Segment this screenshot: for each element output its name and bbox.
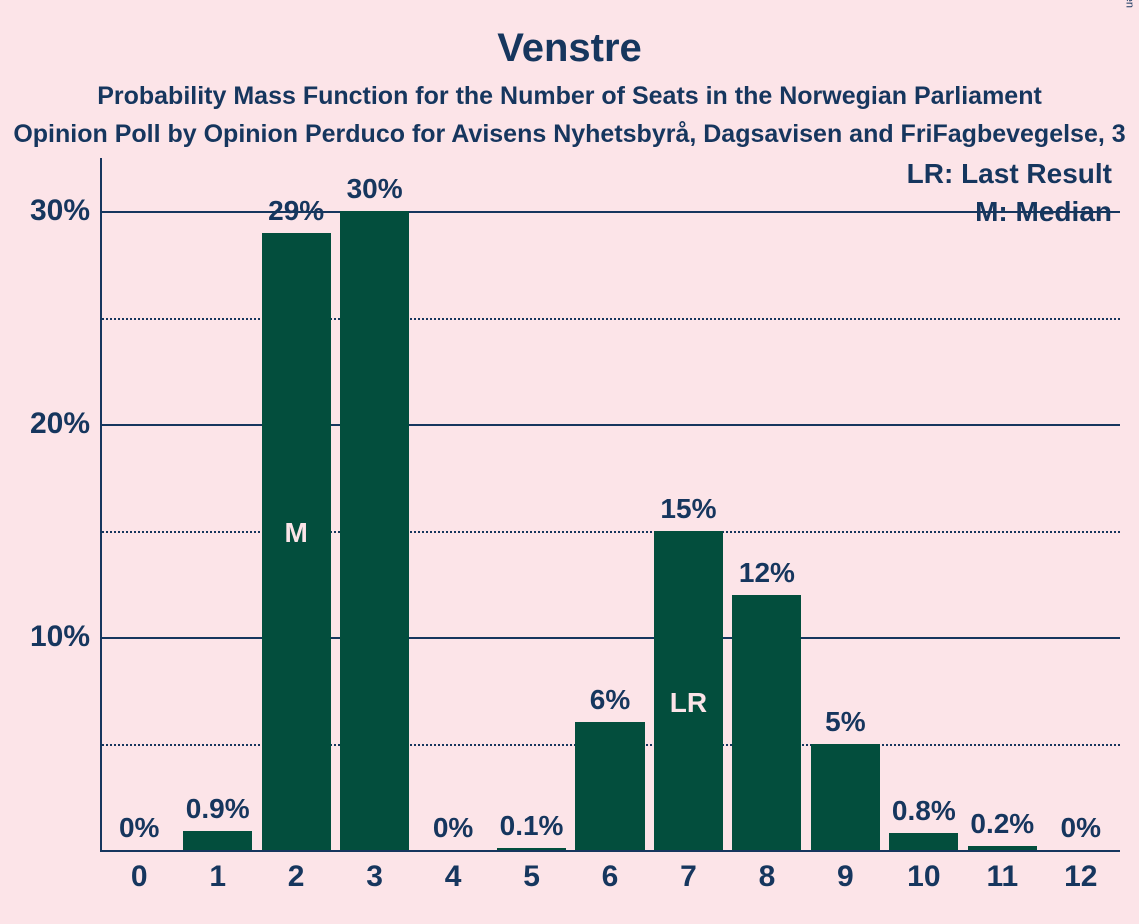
bar bbox=[497, 848, 566, 850]
bar-value-label: 15% bbox=[660, 493, 716, 525]
x-tick-label: 0 bbox=[131, 860, 148, 894]
bar-mark-label: LR bbox=[670, 687, 707, 719]
bar-value-label: 5% bbox=[825, 706, 865, 738]
gridline-major bbox=[102, 424, 1120, 426]
bar bbox=[575, 722, 644, 850]
legend-line: LR: Last Result bbox=[907, 158, 1112, 190]
x-tick-label: 7 bbox=[680, 860, 697, 894]
x-tick-label: 6 bbox=[602, 860, 619, 894]
y-axis-line bbox=[100, 158, 102, 850]
gridline-minor bbox=[102, 318, 1120, 320]
x-tick-label: 12 bbox=[1064, 860, 1097, 894]
x-tick-label: 3 bbox=[366, 860, 383, 894]
x-tick-label: 10 bbox=[907, 860, 940, 894]
bar-value-label: 6% bbox=[590, 684, 630, 716]
plot-area: 0% 0.9% 29% M 30% 0% 0.1% 6% 15% LR 12% 5% 0.8% 0.2% 0… bbox=[100, 158, 1120, 850]
bar bbox=[889, 833, 958, 850]
bar bbox=[968, 846, 1037, 850]
gridline-minor bbox=[102, 531, 1120, 533]
gridline-major bbox=[102, 637, 1120, 639]
bar-value-label: 0.1% bbox=[500, 810, 564, 842]
bar-value-label: 0% bbox=[1061, 812, 1101, 844]
chart-subtitle-2: Opinion Poll by Opinion Perduco for Avis… bbox=[13, 120, 1125, 149]
x-tick-label: 8 bbox=[759, 860, 776, 894]
bar-value-label: 12% bbox=[739, 557, 795, 589]
bar-value-label: 0.2% bbox=[970, 808, 1034, 840]
bar-value-label: 29% bbox=[268, 195, 324, 227]
x-tick-label: 11 bbox=[986, 860, 1018, 894]
bar bbox=[732, 595, 801, 851]
x-tick-label: 2 bbox=[288, 860, 305, 894]
bar-value-label: 0.8% bbox=[892, 795, 956, 827]
bar-mark-label: M bbox=[284, 517, 307, 549]
bar bbox=[183, 831, 252, 850]
y-tick-label: 20% bbox=[30, 407, 90, 441]
bar-value-label: 0.9% bbox=[186, 793, 250, 825]
copyright-text: © 2025 Filip van Laenen bbox=[1123, 0, 1135, 8]
bar-value-label: 0% bbox=[433, 812, 473, 844]
x-tick-label: 5 bbox=[523, 860, 540, 894]
x-tick-label: 9 bbox=[837, 860, 854, 894]
bar-value-label: 0% bbox=[119, 812, 159, 844]
chart-title: Venstre bbox=[0, 26, 1139, 71]
legend-line: M: Median bbox=[907, 196, 1112, 228]
x-tick-label: 4 bbox=[445, 860, 462, 894]
bar-value-label: 30% bbox=[347, 173, 403, 205]
y-tick-label: 30% bbox=[30, 194, 90, 228]
bar bbox=[811, 744, 880, 850]
x-axis-line bbox=[100, 850, 1120, 852]
x-tick-label: 1 bbox=[209, 860, 226, 894]
bar bbox=[340, 211, 409, 850]
chart-container: Venstre Probability Mass Function for th… bbox=[0, 0, 1139, 924]
legend: LR: Last Result M: Median bbox=[907, 158, 1112, 234]
y-tick-label: 10% bbox=[30, 620, 90, 654]
chart-subtitle-1: Probability Mass Function for the Number… bbox=[0, 82, 1139, 111]
